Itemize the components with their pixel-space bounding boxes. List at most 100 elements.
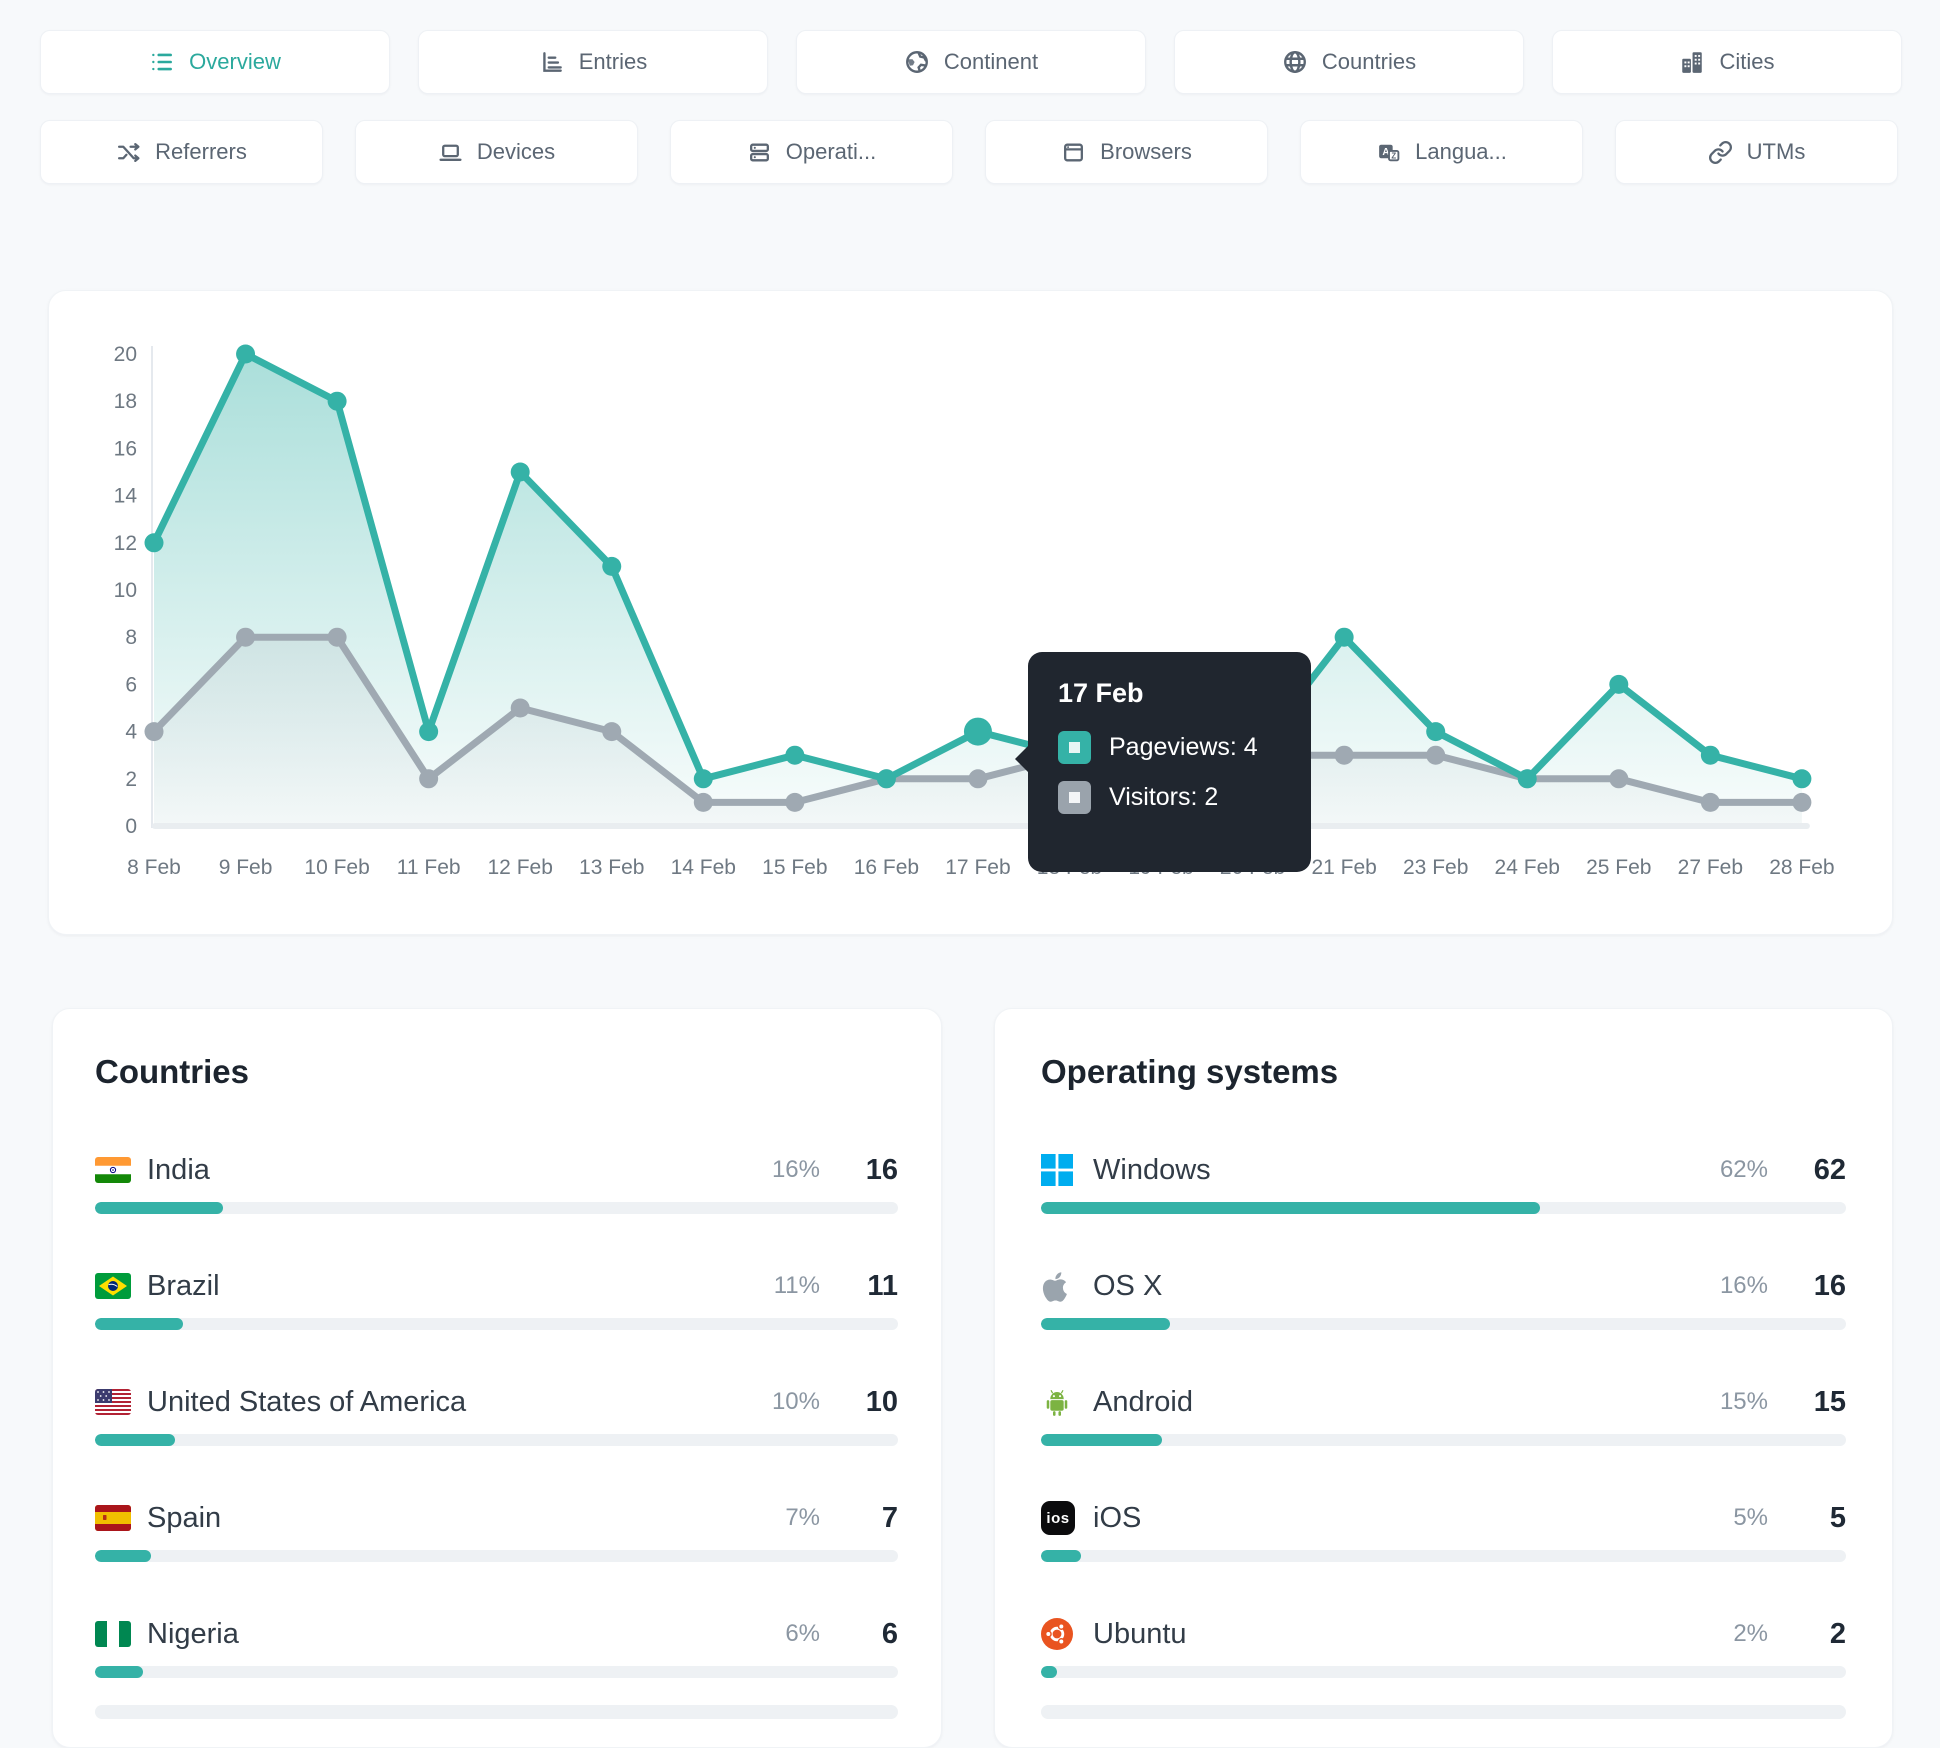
list-icon — [152, 53, 173, 71]
chart-tooltip: 17 Feb Pageviews: 4 Visitors: 2 — [1015, 652, 1311, 872]
country-row-india[interactable]: India 16% 16 — [95, 1152, 898, 1268]
svg-text:24 Feb: 24 Feb — [1495, 856, 1560, 879]
os-name: Android — [1093, 1385, 1193, 1418]
country-row-spain[interactable]: Spain 7% 7 — [95, 1500, 898, 1616]
india-flag — [95, 1157, 131, 1183]
os-value: 16 — [1813, 1269, 1846, 1302]
traffic-chart-card: 0 2 4 6 8 10 12 14 16 18 20 8 Feb 9 Feb 10 Feb 11 Feb 1… — [48, 290, 1893, 935]
operating-systems-panel: Operating systems Windows 62% 62 OS X 16… — [994, 1008, 1893, 1748]
svg-text:27 Feb: 27 Feb — [1678, 856, 1743, 879]
os-name: Ubuntu — [1093, 1617, 1187, 1650]
progress-bar — [95, 1202, 898, 1214]
os-row-ios[interactable]: ios iOS 5% 5 — [1041, 1500, 1846, 1616]
tab-continent[interactable]: Continent — [796, 30, 1146, 94]
country-name: Spain — [147, 1501, 222, 1534]
country-name: India — [147, 1153, 210, 1186]
progress-bar — [1041, 1434, 1846, 1446]
tab-referrers[interactable]: Referrers — [40, 120, 323, 184]
progress-bar — [95, 1666, 898, 1678]
tab-label: Devices — [476, 139, 556, 164]
os-panel-title: Operating systems — [1041, 1053, 1339, 1090]
earth-icon — [905, 51, 928, 73]
svg-text:11 Feb: 11 Feb — [397, 856, 461, 879]
svg-text:9 Feb: 9 Feb — [219, 856, 273, 879]
windows-icon — [1041, 1154, 1073, 1186]
country-percent: 6% — [785, 1620, 820, 1647]
progress-bar — [1041, 1202, 1846, 1214]
tooltip-pageviews: Pageviews: 4 — [1109, 733, 1258, 761]
next-row-bar-peek — [95, 1705, 898, 1719]
os-percent: 62% — [1719, 1156, 1768, 1183]
os-percent: 2% — [1733, 1620, 1768, 1647]
country-percent: 11% — [773, 1272, 820, 1299]
country-row-usa[interactable]: United States of America 10% 10 — [95, 1384, 898, 1500]
svg-text:25 Feb: 25 Feb — [1586, 856, 1651, 879]
svg-text:12: 12 — [114, 532, 137, 555]
tab-operating-systems[interactable]: Operati... — [670, 120, 953, 184]
country-name: Brazil — [147, 1269, 220, 1302]
progress-bar — [1041, 1318, 1846, 1330]
country-value: 10 — [865, 1385, 898, 1418]
tab-browsers[interactable]: Browsers — [985, 120, 1268, 184]
svg-text:14 Feb: 14 Feb — [671, 856, 736, 879]
os-row-android[interactable]: Android 15% 15 — [1041, 1384, 1846, 1500]
svg-text:23 Feb: 23 Feb — [1403, 856, 1468, 879]
os-value: 2 — [1829, 1617, 1846, 1650]
tab-label: Langua... — [1415, 139, 1507, 164]
nigeria-flag — [95, 1621, 131, 1647]
svg-text:10 Feb: 10 Feb — [304, 856, 369, 879]
visitors-swatch-icon — [1058, 781, 1091, 814]
tab-entries[interactable]: Entries — [418, 30, 768, 94]
tab-label: Cities — [1719, 49, 1775, 74]
svg-text:21 Feb: 21 Feb — [1311, 856, 1376, 879]
svg-text:8: 8 — [125, 626, 137, 649]
svg-text:18: 18 — [114, 390, 137, 413]
os-name: iOS — [1093, 1501, 1142, 1534]
tab-devices[interactable]: Devices — [355, 120, 638, 184]
country-value: 7 — [881, 1501, 898, 1534]
countries-panel-title: Countries — [95, 1053, 250, 1090]
country-name: United States of America — [147, 1385, 467, 1418]
tooltip-visitors: Visitors: 2 — [1109, 783, 1219, 811]
spain-flag — [95, 1505, 131, 1531]
svg-text:28 Feb: 28 Feb — [1769, 856, 1834, 879]
svg-text:8 Feb: 8 Feb — [127, 856, 181, 879]
globe-icon — [1283, 51, 1306, 73]
tab-label: Continent — [943, 49, 1039, 74]
pageviews-swatch-icon — [1058, 731, 1091, 764]
tab-countries[interactable]: Countries — [1174, 30, 1524, 94]
svg-text:0: 0 — [125, 815, 137, 838]
os-row-osx[interactable]: OS X 16% 16 — [1041, 1268, 1846, 1384]
apple-icon — [1042, 1272, 1067, 1302]
os-row-windows[interactable]: Windows 62% 62 — [1041, 1152, 1846, 1268]
country-percent: 16% — [771, 1156, 820, 1183]
os-row-ubuntu[interactable]: Ubuntu 2% 2 — [1041, 1616, 1846, 1732]
svg-text:16 Feb: 16 Feb — [854, 856, 919, 879]
country-value: 16 — [865, 1153, 898, 1186]
svg-text:15 Feb: 15 Feb — [762, 856, 827, 879]
usa-flag — [95, 1389, 131, 1415]
country-row-nigeria[interactable]: Nigeria 6% 6 — [95, 1616, 898, 1732]
brazil-flag — [95, 1273, 131, 1299]
os-value: 5 — [1829, 1501, 1846, 1534]
tab-overview[interactable]: Overview — [40, 30, 390, 94]
country-percent: 7% — [785, 1504, 820, 1531]
country-value: 11 — [867, 1269, 898, 1302]
os-name: OS X — [1093, 1269, 1163, 1302]
tab-label: Operati... — [785, 139, 877, 164]
os-percent: 15% — [1719, 1388, 1768, 1415]
chart-svg[interactable]: 0 2 4 6 8 10 12 14 16 18 20 8 Feb 9 Feb 10 Feb 11 Feb 1… — [49, 291, 1894, 936]
shuffle-icon — [118, 142, 140, 162]
country-row-brazil[interactable]: Brazil 11% 11 — [95, 1268, 898, 1384]
svg-text:14: 14 — [114, 485, 138, 508]
svg-text:Z: Z — [1391, 151, 1396, 160]
tab-label: Entries — [578, 49, 648, 74]
tab-label: Countries — [1321, 49, 1417, 74]
bar-chart-icon — [542, 52, 562, 72]
tooltip-pageviews-row: Pageviews: 4 — [1058, 731, 1311, 764]
tab-cities[interactable]: Cities — [1552, 30, 1902, 94]
svg-text:12 Feb: 12 Feb — [488, 856, 553, 879]
tab-utms[interactable]: UTMs — [1615, 120, 1898, 184]
